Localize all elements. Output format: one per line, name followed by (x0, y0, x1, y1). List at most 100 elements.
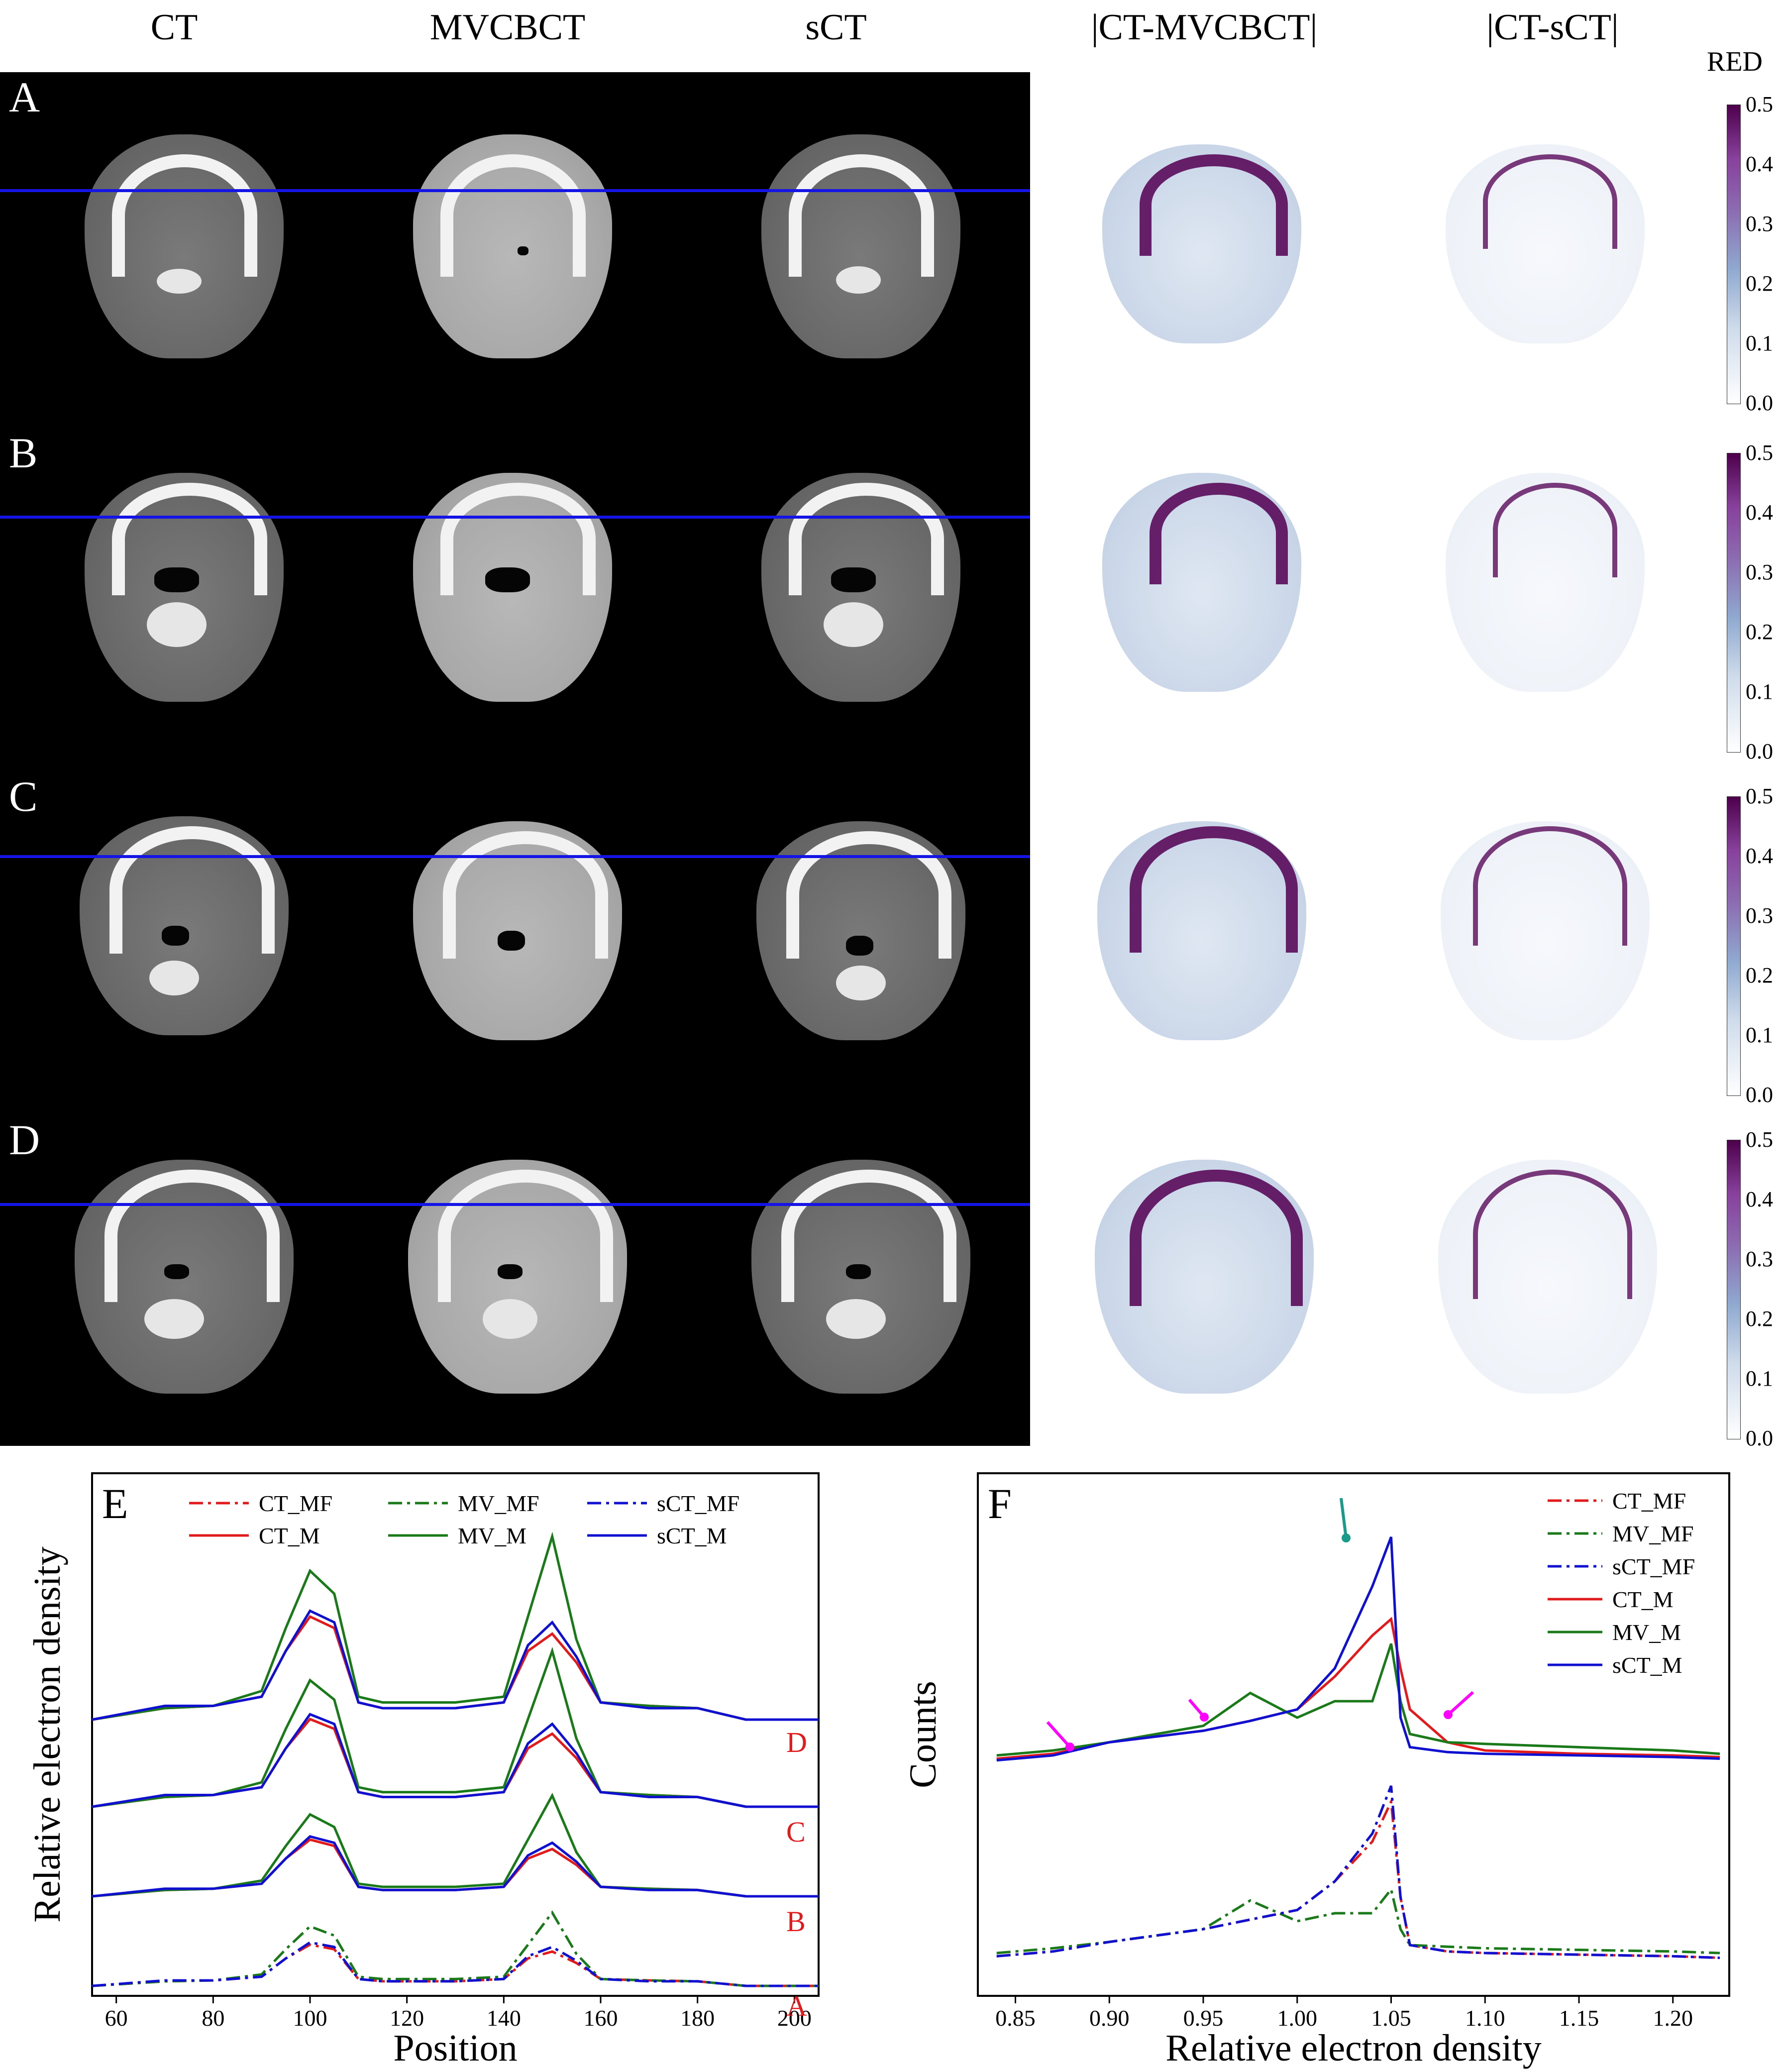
airway-c-ct (162, 926, 189, 946)
e-series-mv_m-b (92, 1792, 819, 1898)
f-xtick-label: 0.85 (995, 2005, 1036, 2031)
airway-c-sct (846, 936, 873, 956)
vertebra-a-ct (157, 269, 202, 294)
e-row-tag: D (786, 1726, 807, 1758)
col-header-ct: CT (150, 7, 198, 48)
row-label-d: D (9, 1116, 40, 1164)
colorbar-tick-label: 0.1 (1746, 679, 1773, 704)
colorbar-tick-label: 0.0 (1746, 1426, 1773, 1450)
mandible-a-ct (112, 154, 257, 277)
airway-d-ct (164, 1264, 189, 1279)
f-xtick-label: 1.05 (1371, 2005, 1411, 2031)
colorbar-tick-label: 0.4 (1746, 500, 1773, 525)
col-header-sct: sCT (805, 7, 867, 48)
colorbar-tick-label: 0.5 (1746, 1127, 1773, 1152)
f-series-ct_m (996, 1617, 1720, 1760)
airway-b-ct (154, 567, 199, 592)
e-legend-label: sCT_MF (657, 1491, 739, 1516)
annotation-arrowhead (1342, 1533, 1351, 1542)
colorbar-tick-label: 0.5 (1746, 784, 1773, 808)
vertebra-c-ct (149, 961, 199, 995)
vertebra-a-sct (836, 266, 881, 294)
vertebra-d-sct (826, 1299, 886, 1339)
e-series-sct_mf-a (92, 1941, 819, 1987)
mandible-c-mv (443, 831, 608, 959)
diff-bone-ct-mvcbct-b (1150, 483, 1288, 584)
diff-bone-ct-mvcbct-a (1140, 154, 1288, 256)
profile-line-c (0, 855, 1030, 858)
col-header-ct-mvcbct: |CT-MVCBCT| (1091, 7, 1318, 48)
e-xtick-label: 200 (777, 2005, 812, 2031)
annotation-arrowhead (1444, 1710, 1453, 1719)
e-series-mv_mf-a (92, 1910, 819, 1987)
f-xtick-label: 1.10 (1465, 2005, 1505, 2031)
profile-and-histogram-charts: E Position Relative electron density 60 8… (26, 1472, 1730, 2069)
colorbar-a (1727, 105, 1741, 404)
e-legend-label: MV_M (458, 1523, 526, 1548)
f-legend-label: CT_M (1612, 1587, 1674, 1612)
row-label-b: B (9, 429, 38, 477)
e-row-tag: A (786, 1990, 807, 2022)
colorbar-tick-label: 0.2 (1746, 963, 1773, 987)
airway-b-mv (485, 567, 530, 592)
colorbar-tick-label: 0.0 (1746, 391, 1773, 415)
e-series-ct_m-d (92, 1615, 819, 1721)
colorbar-tick-label: 0.5 (1746, 92, 1773, 116)
f-xtick-label: 1.15 (1559, 2005, 1599, 2031)
panel-e-frame (91, 1472, 820, 1997)
colorbar-tick-label: 0.3 (1746, 1247, 1773, 1271)
f-series-mv_m (996, 1643, 1720, 1757)
f-legend-label: sCT_M (1612, 1652, 1682, 1678)
mandible-d-ct (105, 1170, 280, 1302)
colorbar-tick-label: 0.1 (1746, 331, 1773, 355)
profile-line-b (0, 516, 1030, 519)
annotation-arrow (1340, 1498, 1348, 1538)
e-row-tag: C (786, 1816, 806, 1848)
colorbar-tick-label: 0.4 (1746, 1187, 1773, 1211)
airway-a-mv (518, 246, 528, 255)
annotation-arrow (1447, 1691, 1474, 1716)
e-xtick-label: 80 (202, 2005, 224, 2031)
colorbar-tick-label: 0.4 (1746, 152, 1773, 176)
e-xtick-label: 120 (390, 2005, 424, 2031)
e-series-mv_m-c (92, 1646, 819, 1808)
colorbar-tick-label: 0.1 (1746, 1366, 1773, 1391)
col-header-ct-sct: |CT-sCT| (1486, 7, 1619, 48)
e-series-ct_m-c (92, 1717, 819, 1808)
colorbar-tick-label: 0.3 (1746, 212, 1773, 236)
f-legend-label: MV_MF (1612, 1521, 1694, 1546)
e-series-sct_m-b (92, 1835, 819, 1898)
e-xtick-label: 160 (584, 2005, 618, 2031)
panel-f-label: F (988, 1480, 1012, 1527)
diff-bone-ct-sct-a (1483, 154, 1617, 249)
f-xtick-label: 0.90 (1089, 2005, 1130, 2031)
row-label-a: A (9, 73, 40, 121)
colorbar-c (1727, 796, 1741, 1096)
e-legend-label: MV_MF (458, 1491, 539, 1516)
colorbar-tick-label: 0.5 (1746, 440, 1773, 465)
panel-f-xlabel: Relative electron density (1165, 2027, 1542, 2069)
f-series-ct_mf (996, 1797, 1720, 1960)
diff-bone-ct-sct-c (1473, 826, 1627, 946)
vertebra-c-sct (836, 966, 886, 1000)
vertebra-b-ct (147, 602, 207, 647)
airway-c-mv (498, 931, 525, 951)
colorbar-tick-label: 0.2 (1746, 1307, 1773, 1331)
mandible-d-sct (781, 1170, 956, 1302)
diff-bone-ct-sct-d (1473, 1170, 1632, 1299)
panel-e-ylabel: Relative electron density (26, 1546, 68, 1923)
panel-e-label: E (102, 1480, 128, 1527)
colorbar-b (1727, 453, 1741, 753)
e-series-mv_m-d (92, 1531, 819, 1721)
airway-d-sct (846, 1264, 871, 1279)
annotation-arrow (1046, 1721, 1071, 1748)
panel-e-xlabel: Position (393, 2027, 517, 2069)
colorbar-tick-label: 0.1 (1746, 1023, 1773, 1047)
e-xtick-label: 180 (680, 2005, 715, 2031)
f-xtick-label: 0.95 (1183, 2005, 1224, 2031)
vertebra-d-ct (144, 1299, 204, 1339)
e-legend-label: CT_MF (259, 1491, 332, 1516)
mandible-d-mv (438, 1170, 613, 1302)
e-xtick-label: 100 (293, 2005, 327, 2031)
vertebra-d-mv (483, 1299, 537, 1339)
